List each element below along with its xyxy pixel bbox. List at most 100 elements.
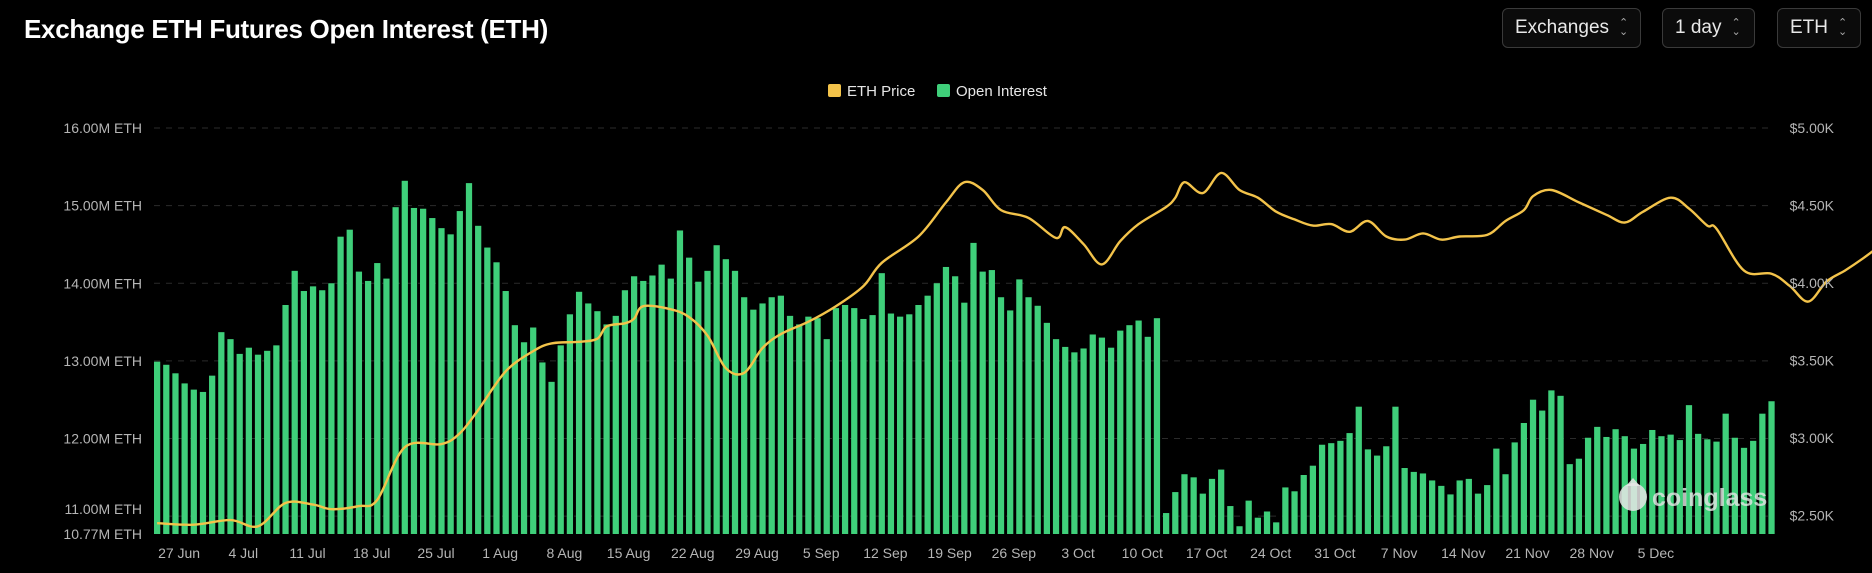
coinglass-logo-ear-icon (1626, 478, 1640, 486)
open-interest-bar (841, 304, 849, 534)
open-interest-bar (1529, 399, 1537, 534)
open-interest-bar (264, 350, 271, 534)
x-tick-label: 28 Nov (1570, 545, 1614, 561)
open-interest-bar (1016, 279, 1023, 534)
open-interest-bar (401, 180, 408, 535)
open-interest-bar (952, 276, 959, 534)
open-interest-bar (1511, 442, 1518, 534)
open-interest-bar (1208, 478, 1216, 534)
legend-item[interactable]: Open Interest (937, 83, 1048, 100)
x-tick-label: 31 Oct (1314, 545, 1355, 561)
open-interest-bar (1337, 440, 1344, 534)
sort-chevron-icon: ⌃ ⌄ (1731, 17, 1741, 38)
open-interest-bar (1153, 318, 1161, 534)
x-axis: 27 Jun 4 Jul 11 Jul 18 Jul 25 Jul 1 Aug 8 Aug 1… (158, 545, 1674, 561)
y-left-tick-label: 15.00M ETH (63, 198, 142, 214)
open-interest-bar (942, 266, 950, 534)
open-interest-bar (695, 281, 702, 534)
open-interest-bar (1025, 297, 1032, 534)
open-interest-bar (566, 314, 574, 534)
open-interest-bar (603, 324, 610, 534)
open-interest-bar (1190, 477, 1197, 534)
open-interest-bar (1144, 336, 1151, 534)
open-interest-bar (1062, 346, 1069, 534)
x-tick-label: 18 Jul (353, 545, 390, 561)
open-interest-bar (245, 347, 252, 534)
open-interest-bar (988, 270, 995, 534)
open-interest-bar (1291, 491, 1298, 534)
x-tick-label: 21 Nov (1505, 545, 1549, 561)
open-interest-bar (722, 259, 729, 534)
open-interest-bar (612, 315, 619, 534)
open-interest-bar (1098, 337, 1106, 534)
open-interest-bar (172, 373, 179, 534)
open-interest-bar (1181, 474, 1188, 534)
open-interest-bar (1685, 405, 1693, 534)
open-interest-bar (997, 297, 1005, 534)
open-interest-bar (1474, 493, 1482, 534)
open-interest-bar (181, 383, 188, 534)
open-interest-bar (429, 218, 436, 535)
open-interest-bar (374, 263, 381, 534)
y-right-tick-label: $2.50K (1790, 507, 1835, 523)
unit-select[interactable]: ETH ⌃ ⌄ (1777, 8, 1861, 48)
open-interest-bar (970, 242, 977, 534)
open-interest-bar (1227, 506, 1234, 534)
open-interest-bar (704, 270, 711, 534)
open-interest-bar (1135, 320, 1142, 534)
open-interest-bar (319, 290, 326, 534)
interval-select[interactable]: 1 day ⌃ ⌄ (1662, 8, 1755, 48)
x-tick-label: 5 Dec (1638, 545, 1675, 561)
open-interest-bar (658, 264, 665, 534)
interval-select-label: 1 day (1675, 17, 1722, 38)
open-interest-bar (777, 295, 784, 534)
open-interest-bar (1548, 390, 1555, 534)
open-interest-bar (1539, 410, 1546, 534)
open-interest-bar (1236, 526, 1243, 534)
exchanges-select-label: Exchanges (1515, 17, 1610, 38)
open-interest-bar (1502, 474, 1509, 534)
open-interest-bar (1722, 413, 1729, 534)
open-interest-bar (1163, 513, 1170, 534)
x-tick-label: 25 Jul (417, 545, 454, 561)
open-interest-bar (346, 229, 353, 534)
y-right-tick-label: $4.50K (1790, 197, 1835, 213)
open-interest-bar (163, 364, 170, 534)
open-interest-bar (364, 280, 372, 534)
open-interest-bar (1071, 352, 1078, 534)
open-interest-bar (1300, 475, 1307, 534)
open-interest-bar (630, 276, 638, 534)
open-interest-bar (796, 324, 803, 534)
open-interest-bar (355, 271, 363, 534)
open-interest-bar (190, 389, 197, 534)
x-tick-label: 26 Sep (992, 545, 1037, 561)
exchanges-select[interactable]: Exchanges ⌃ ⌄ (1502, 8, 1641, 48)
open-interest-bar (410, 207, 418, 534)
open-interest-bar (915, 304, 922, 534)
y-axis-left: 16.00M ETH 15.00M ETH 14.00M ETH 13.00M ETH… (63, 120, 142, 542)
y-left-tick-label: 13.00M ETH (63, 353, 142, 369)
x-tick-label: 12 Sep (863, 545, 908, 561)
y-left-tick-label: 11.00M ETH (64, 501, 142, 517)
legend-item[interactable]: ETH Price (828, 83, 915, 100)
x-tick-label: 17 Oct (1186, 545, 1227, 561)
y-right-tick-label: $3.00K (1790, 430, 1835, 446)
open-interest-bar (1612, 429, 1619, 534)
open-interest-bar (1309, 465, 1317, 534)
open-interest-bar (1328, 443, 1335, 534)
coinglass-logo-icon (1619, 483, 1647, 511)
open-interest-bar (520, 342, 528, 534)
open-interest-bar (328, 283, 335, 534)
open-interest-bar (337, 236, 344, 534)
open-interest-bar (383, 278, 390, 534)
open-interest-bar (1676, 440, 1683, 534)
open-interest-bar (1456, 480, 1463, 534)
open-interest-bar (713, 245, 720, 534)
open-interest-bar (1566, 464, 1573, 534)
open-interest-bar (493, 262, 500, 534)
x-tick-label: 7 Nov (1381, 545, 1418, 561)
open-interest-bar (786, 315, 794, 534)
legend-swatch (828, 84, 841, 97)
open-interest-bar (924, 295, 931, 534)
x-tick-label: 1 Aug (482, 545, 518, 561)
